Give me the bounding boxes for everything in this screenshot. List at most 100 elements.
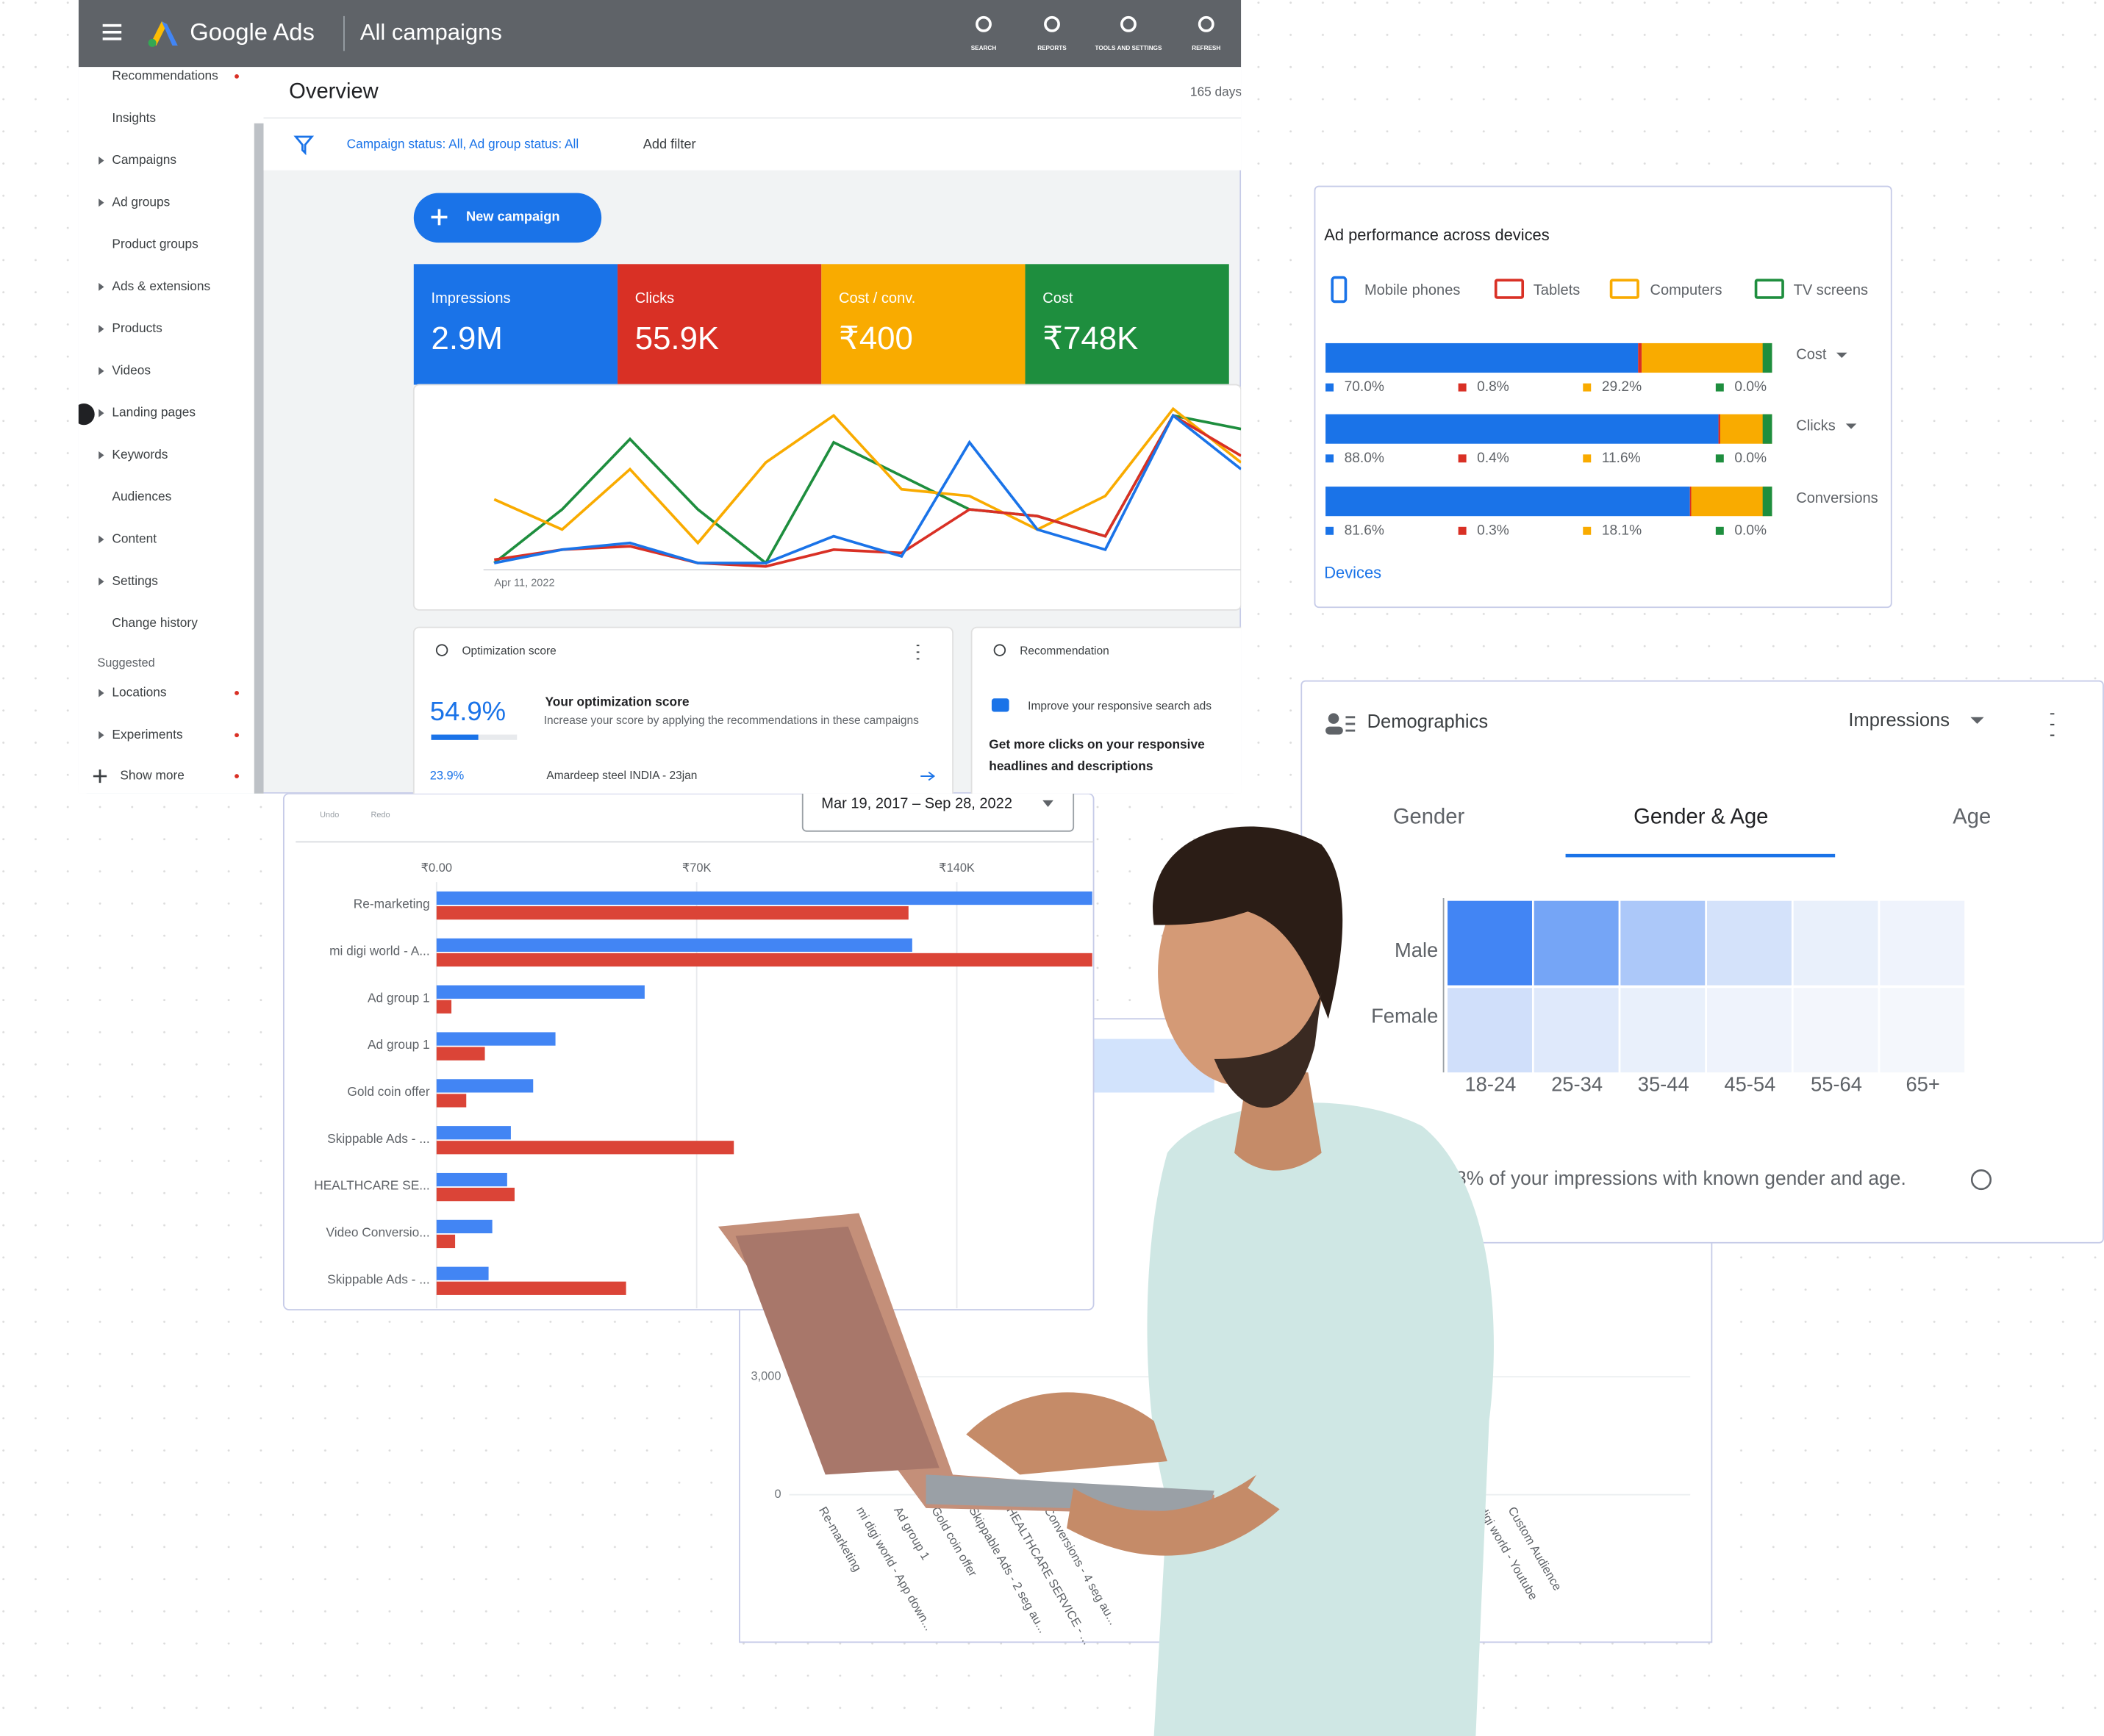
tool-label[interactable]: REFRESH — [1192, 45, 1220, 51]
heat-cell — [1448, 900, 1532, 986]
scorecard-label: Impressions — [432, 290, 511, 306]
legend-swatch — [1583, 526, 1592, 535]
value-label: 0.3% — [1477, 523, 1509, 538]
bar — [436, 1266, 489, 1280]
nav-item[interactable]: Videos — [112, 362, 151, 377]
value-label: 81.6% — [1345, 523, 1384, 538]
stacked-segment — [1642, 342, 1772, 373]
panel-title: Demographics — [1367, 711, 1489, 732]
heat-cell — [1534, 900, 1619, 986]
tab[interactable]: Gender — [1393, 805, 1465, 828]
column-label: 18-24 — [1464, 1073, 1516, 1096]
logo-blue — [161, 21, 178, 46]
stacked-segment — [1325, 342, 1639, 373]
scorecard-label: Cost / conv. — [839, 290, 915, 306]
tool-icon[interactable] — [976, 15, 992, 32]
panel-content: Ad performance across devices Mobile phon… — [1324, 226, 1878, 582]
metric-dropdown[interactable]: Impressions — [1848, 710, 1950, 731]
bar — [436, 1000, 452, 1014]
stacked-segment — [1325, 487, 1690, 517]
heat-cell — [1880, 988, 1965, 1073]
column-label: 55-64 — [1811, 1073, 1862, 1096]
column-label: 25-34 — [1551, 1073, 1603, 1096]
nav-item[interactable]: Content — [112, 531, 157, 546]
line-series — [493, 413, 1242, 564]
nav-item[interactable]: Experiments — [112, 727, 183, 742]
bar — [436, 953, 1092, 967]
help-icon[interactable] — [1970, 1169, 1992, 1191]
metric-arrow — [1845, 423, 1857, 429]
value-label: 70.0% — [1345, 379, 1384, 395]
undo-button[interactable]: Undo — [320, 811, 339, 819]
y-tick-label: Video Conversio... — [326, 1225, 430, 1240]
redo-button[interactable]: Redo — [371, 811, 390, 819]
nav-item[interactable]: Ads & extensions — [112, 279, 210, 293]
tool-label[interactable]: SEARCH — [971, 45, 997, 51]
bar — [436, 1141, 734, 1155]
bar-chart-panel: Undo Redo Mar 19, 2017 – Sep 28, 2022 ₹0.00… — [282, 783, 1095, 1310]
nav-item[interactable]: Show more — [120, 768, 185, 783]
score-text: Increase your score by applying the reco… — [543, 713, 919, 727]
heat-cell — [1706, 900, 1792, 986]
tool-label[interactable]: REPORTS — [1037, 45, 1067, 51]
tab[interactable]: Age — [1953, 805, 1991, 828]
expand-arrow — [99, 367, 104, 376]
metric-label[interactable]: Clicks — [1796, 417, 1835, 434]
add-filter[interactable]: Add filter — [643, 136, 696, 151]
scorecard[interactable] — [1025, 264, 1229, 385]
expand-arrow — [99, 325, 104, 334]
nav-item[interactable]: Insights — [112, 110, 156, 125]
scorecard[interactable] — [618, 264, 822, 385]
y-tick-label: 0 — [774, 1488, 781, 1501]
recommendation-heading: Get more clicks on your responsive — [989, 737, 1205, 752]
nav-item[interactable]: Recommendations — [112, 68, 218, 83]
tab-indicator — [1565, 853, 1836, 858]
y-tick-label: Ad group 1 — [368, 990, 430, 1005]
nav-item[interactable]: Audiences — [112, 489, 171, 503]
bar-end — [1762, 487, 1772, 517]
metric-label[interactable]: Conversions — [1796, 490, 1878, 506]
legend-label: Mobile phones — [1364, 282, 1460, 298]
nav-item[interactable]: Locations — [112, 685, 166, 700]
legend-icon — [1494, 279, 1525, 299]
column-label: 45-54 — [1724, 1073, 1775, 1096]
collapse-button[interactable] — [74, 403, 95, 426]
button-label[interactable]: New campaign — [466, 208, 560, 223]
nav-item[interactable]: Product groups — [112, 237, 198, 251]
brand: Google Ads — [190, 18, 315, 45]
nav-item[interactable]: Settings — [112, 573, 158, 588]
scorecard[interactable] — [821, 264, 1026, 385]
notification-dot — [235, 74, 239, 79]
plus-icon — [431, 209, 448, 226]
tool-icon[interactable] — [1120, 15, 1137, 32]
legend-swatch — [1325, 454, 1334, 463]
nav-item[interactable]: Landing pages — [112, 405, 196, 420]
legend-swatch — [1458, 526, 1467, 535]
person-with-laptop — [718, 826, 1494, 1736]
dropdown-arrow — [1042, 800, 1053, 808]
devices-link[interactable]: Devices — [1324, 563, 1381, 581]
nav-item[interactable]: Products — [112, 320, 162, 335]
tab[interactable]: Gender & Age — [1634, 805, 1768, 828]
new-campaign-button[interactable] — [413, 193, 602, 243]
row-arrow[interactable] — [920, 771, 936, 781]
tool-icon[interactable] — [1198, 15, 1214, 32]
bar — [436, 1188, 515, 1202]
tool-label[interactable]: TOOLS AND SETTINGS — [1095, 45, 1162, 51]
sidebar — [78, 67, 264, 794]
page-title: Overview — [289, 80, 379, 104]
scorecard[interactable] — [413, 264, 618, 385]
filter-icon[interactable] — [293, 135, 315, 156]
nav-item[interactable]: Ad groups — [112, 194, 170, 209]
nav-item[interactable]: Keywords — [112, 447, 168, 462]
x-tick-label: ₹70K — [682, 861, 712, 875]
tool-icon[interactable] — [1044, 15, 1060, 32]
nav-item[interactable]: Change history — [112, 615, 198, 630]
card-title: Recommendation — [1020, 645, 1109, 658]
dropdown-arrow — [1970, 717, 1984, 724]
filter-text[interactable]: Campaign status: All, Ad group status: A… — [347, 137, 579, 151]
bar — [436, 891, 1092, 905]
nav-item[interactable]: Campaigns — [112, 152, 176, 167]
menu-icon — [102, 24, 122, 27]
metric-label[interactable]: Cost — [1796, 347, 1827, 363]
